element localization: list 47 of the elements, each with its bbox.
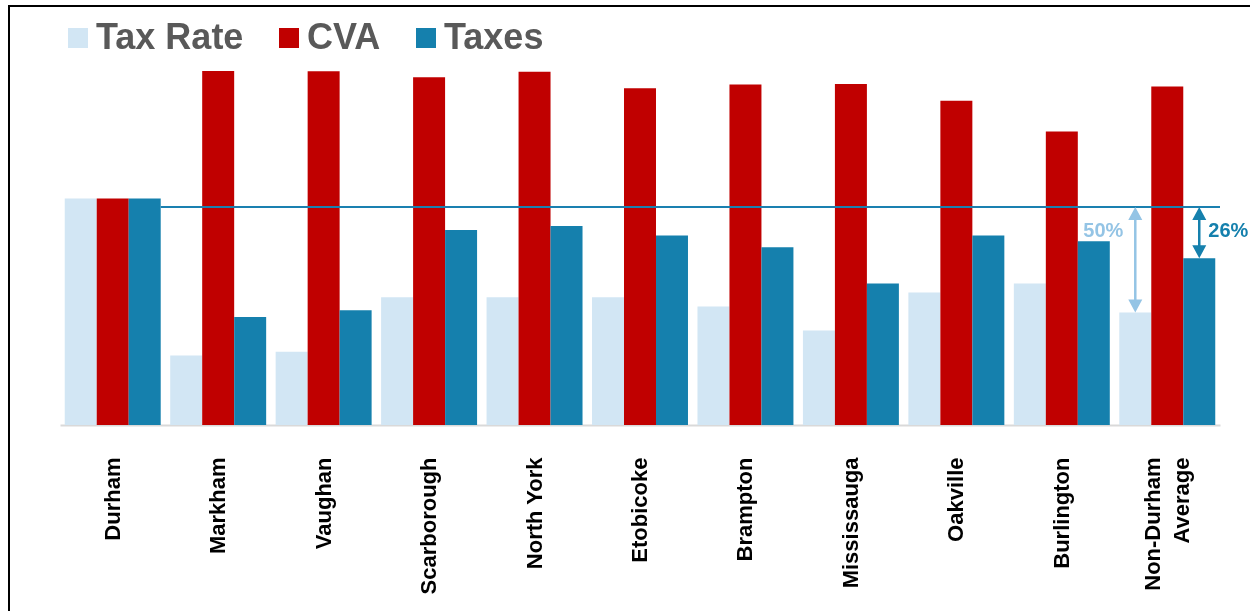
x-tick-label: Scarborough [416,457,442,595]
x-tick-label: Durham [99,457,125,541]
bar [1045,131,1078,425]
bar [1151,86,1184,425]
bar [729,84,762,425]
legend-label: Taxes [444,16,544,57]
x-tick-label: Non-Durham Average [1139,457,1194,591]
bar [170,355,203,425]
bar [1013,283,1046,425]
bar [64,198,97,425]
bar [834,84,867,425]
annotation: 26% [1208,218,1249,241]
bar [96,198,129,425]
bar [445,229,478,425]
bar [866,283,899,425]
x-tick-label: Mississauga [837,456,863,589]
x-tick-label: Vaughan [310,457,336,550]
bar [761,247,794,425]
bar [413,77,446,425]
bar [697,306,730,425]
x-tick-label: North York [521,456,547,570]
bar [486,297,519,425]
bar [908,292,941,425]
bar [339,310,372,425]
bar [624,88,656,425]
bar [275,351,308,425]
legend-label: Tax Rate [96,16,244,57]
bar [307,71,340,425]
x-tick-label: Markham [205,457,231,555]
bar [518,71,551,425]
bar [940,100,973,425]
bar [1077,241,1110,425]
bar [1119,312,1152,425]
bar [234,317,267,425]
bar [202,71,235,425]
bar [381,297,414,425]
x-tick-label: Brampton [732,457,758,562]
bar [802,330,835,425]
x-tick-label: Burlington [1048,457,1074,569]
annotation: 50% [1083,218,1124,241]
x-tick-label: Etobicoke [627,457,652,563]
bar [972,235,1005,425]
legend-label: CVA [307,16,381,57]
x-tick-label: Oakville [943,457,969,542]
bar [592,297,625,425]
bar [655,235,688,425]
bar [550,226,583,425]
